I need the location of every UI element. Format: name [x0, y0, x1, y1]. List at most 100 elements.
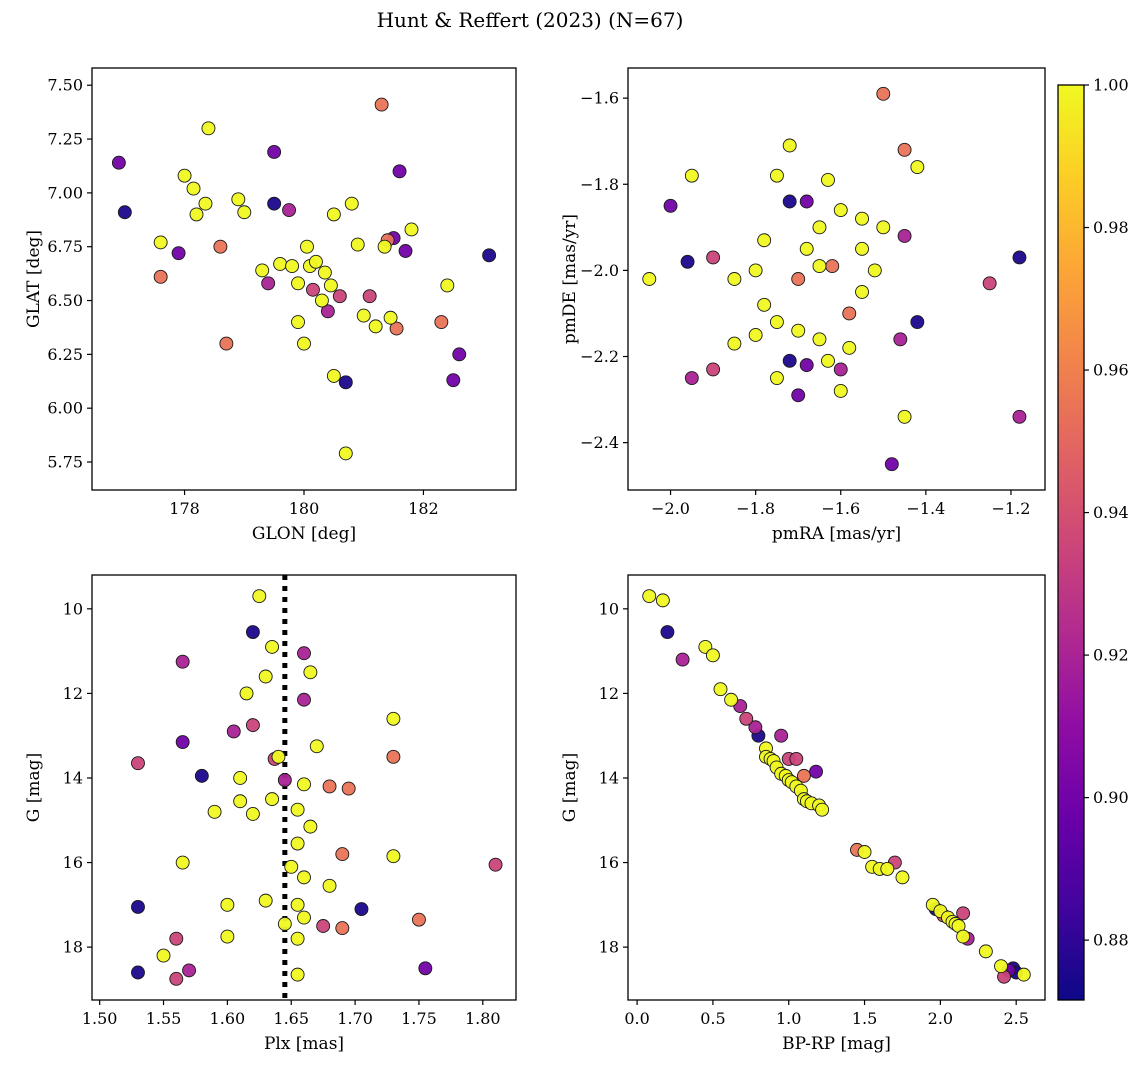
scatter-point [258, 669, 273, 684]
scatter-point [233, 771, 248, 785]
y-tick-label: 12 [63, 684, 83, 703]
scatter-point [297, 692, 311, 707]
scatter-point [362, 289, 377, 304]
scatter-point [392, 164, 407, 179]
scatter-point [821, 173, 835, 187]
scatter-point [642, 589, 657, 604]
scatter-point [233, 794, 248, 809]
scatter-point [201, 121, 216, 136]
colorbar-tick-label: 0.90 [1093, 788, 1129, 807]
scatter-point [748, 328, 763, 342]
x-tick-label: 180 [289, 499, 320, 518]
scatter-point [175, 855, 190, 870]
scatter-point [789, 752, 804, 766]
scatter-point [910, 160, 925, 174]
scatter-point [855, 284, 869, 299]
figure-title: Hunt & Reffert (2023) (N=67) [376, 8, 684, 32]
scatter-point [350, 237, 365, 252]
scatter-point [297, 870, 311, 885]
scatter-point [774, 728, 789, 743]
scatter-point [386, 711, 401, 726]
scatter-point [322, 779, 337, 794]
scatter-point [220, 897, 235, 912]
scatter-point [189, 207, 204, 222]
pm-panel: −2.0 −1.8 −1.6 −1.4 −1.2 −1.6 −1.8 −2.0 −2.2 −2.4… [560, 67, 1046, 544]
scatter-point [344, 196, 359, 211]
scatter-point [207, 804, 222, 819]
scatter-point [300, 239, 314, 254]
scatter-point [131, 965, 145, 980]
scatter-point [368, 319, 383, 334]
x-tick-label: 182 [408, 499, 439, 518]
y-tick-label: 12 [599, 684, 619, 703]
y-tick-label: 6.00 [47, 399, 83, 418]
scatter-point [338, 375, 353, 390]
scatter-point [267, 196, 282, 211]
scatter-point [713, 682, 728, 697]
scatter-point [706, 250, 721, 265]
scatter-point [219, 336, 234, 351]
scatter-point [842, 306, 857, 321]
scatter-point [273, 256, 288, 271]
scatter-point [226, 724, 241, 739]
x-tick-label: 0.5 [700, 1009, 725, 1028]
x-tick-label: 1.55 [146, 1009, 182, 1028]
scatter-point [910, 315, 925, 330]
scatter-point [833, 362, 848, 377]
scatter-point [833, 384, 848, 398]
scatter-point [282, 203, 297, 218]
scatter-point [739, 711, 754, 726]
x-tick-label: 1.65 [273, 1009, 309, 1028]
scatter-point [297, 646, 311, 661]
scatter-point [332, 289, 347, 304]
scatter-point [895, 870, 910, 885]
scatter-point [825, 259, 840, 274]
colorbar-tick-label: 1.00 [1093, 76, 1129, 95]
scatter-point [335, 921, 350, 936]
y-tick-label: −2.0 [580, 261, 619, 280]
scatter-point [724, 692, 739, 707]
scatter-point [791, 323, 806, 338]
scatter-point [326, 368, 341, 383]
scatter-point [727, 272, 742, 286]
scatter-point [317, 265, 332, 280]
plx-g-panel: 1.50 1.55 1.60 1.65 1.70 1.75 1.80 10 12 14 16 18 Pl… [24, 574, 517, 1054]
scatter-point [482, 248, 497, 263]
x-tick-label: 1.50 [82, 1009, 118, 1028]
scatter-point [245, 625, 260, 640]
scatter-point [655, 593, 670, 608]
x-tick-label: 1.60 [210, 1009, 246, 1028]
scatter-point [354, 902, 369, 917]
x-tick-label: 2.0 [928, 1009, 953, 1028]
scatter-point [994, 959, 1008, 974]
scatter-point [271, 749, 286, 764]
scatter-point [782, 353, 797, 368]
scatter-point [488, 857, 503, 872]
y-tick-label: 7.25 [47, 130, 83, 149]
scatter-point [245, 806, 260, 821]
scatter-point [833, 203, 848, 218]
scatter-point [316, 919, 331, 933]
scatter-point [377, 239, 392, 254]
scatter-point [153, 235, 168, 250]
scatter-point [815, 802, 830, 817]
y-tick-label: −1.6 [580, 89, 619, 108]
scatter-point [291, 315, 305, 330]
scatter-point [156, 948, 171, 963]
scatter-point [893, 332, 908, 347]
x-tick-label: −1.8 [736, 499, 775, 518]
colorbar-tick-label: 0.88 [1093, 931, 1129, 950]
scatter-point [309, 739, 324, 754]
scatter-point [791, 272, 806, 286]
axes-frame [91, 574, 517, 1001]
scatter-point [258, 893, 273, 908]
scatter-point [341, 781, 356, 796]
scatter-point [897, 409, 912, 424]
colorbar-tick-label: 0.94 [1093, 503, 1129, 522]
colorbar-tick-label: 0.96 [1093, 361, 1129, 380]
scatter-point [175, 735, 190, 749]
y-tick-label: 18 [599, 938, 619, 957]
scatter-point [194, 768, 209, 783]
scatter-point [290, 931, 305, 946]
